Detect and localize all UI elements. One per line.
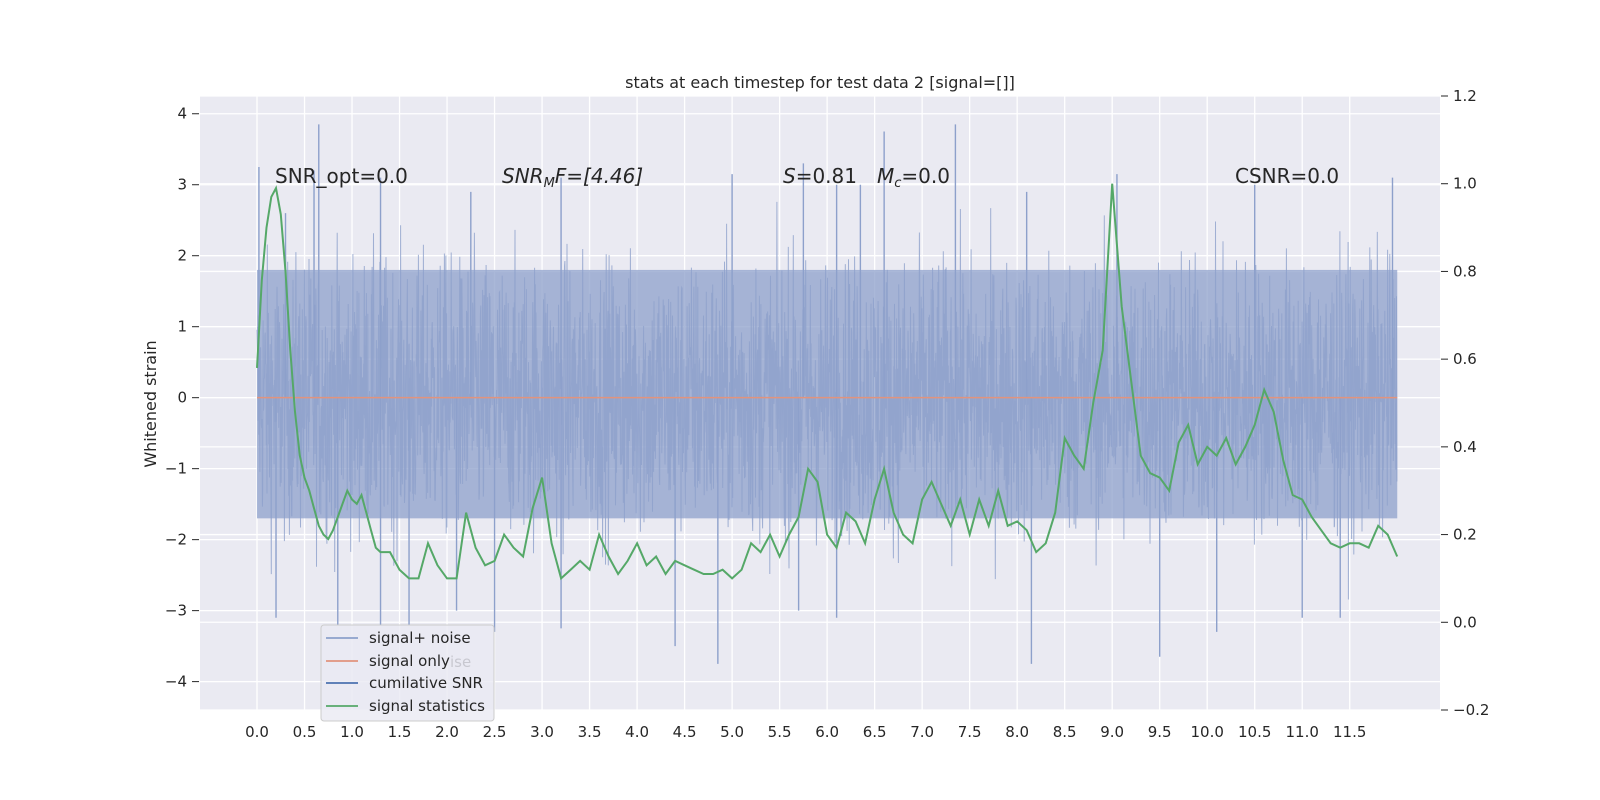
x-tick-label: 11.5 [1333,723,1366,741]
x-tick-label: 1.0 [340,723,364,741]
y-tick-label: −2 [165,531,187,549]
y2-axis-ticks: 1.2 1.0 0.8 0.6 0.4 0.2 0.0 −0.2 [1441,87,1489,719]
annotation-snr-opt: SNR_opt=0.0 [275,164,408,188]
chart-title: stats at each timestep for test data 2 [… [625,73,1015,92]
legend-ghost-text: ise [450,653,471,671]
y-tick-label: −1 [165,460,187,478]
y-tick-label: 4 [177,105,187,123]
signal-noise-band [257,269,1398,519]
y2-tick-label: 1.2 [1453,87,1477,105]
signal-statistics-line [256,183,1399,581]
legend-label-signal-noise: signal+ noise [369,629,471,647]
x-tick-label: 10.0 [1191,723,1224,741]
y-tick-label: 0 [177,389,187,407]
y2-tick-label: −0.2 [1453,701,1489,719]
annotation-mc: Mc=0.0 [877,164,950,191]
annotations: SNR_opt=0.0 SNRMF=[4.46] S=0.81 Mc=0.0 C… [275,164,1339,191]
y-tick-label: −4 [165,673,187,691]
x-axis-ticks: 0.0 0.5 1.0 1.5 2.0 2.5 3.0 3.5 4.0 4.5 5.0 5.5 6.0 6… [245,723,1366,741]
x-tick-label: 4.0 [625,723,649,741]
annotation-snr-mf: SNRMF=[4.46] [502,164,643,191]
annotation-csnr: CSNR=0.0 [1235,164,1339,188]
x-tick-label: 10.5 [1238,723,1271,741]
y2-tick-label: 0.2 [1453,526,1477,544]
x-tick-label: 11.0 [1286,723,1319,741]
x-tick-label: 3.5 [578,723,602,741]
x-tick-label: 8.0 [1005,723,1029,741]
y-tick-label: 3 [177,176,187,194]
legend: ise signal+ noise signal only cumilative… [320,624,495,722]
x-tick-label: 5.0 [720,723,744,741]
legend-label-signal-statistics: signal statistics [369,697,485,715]
x-tick-label: 9.5 [1148,723,1172,741]
y-axis-ticks: 4 3 2 1 0 −1 −2 −3 −4 [165,105,199,691]
x-tick-label: 6.5 [863,723,887,741]
signal-noise-series [256,124,1398,664]
y2-tick-label: 0.8 [1453,262,1477,280]
y2-tick-label: 0.6 [1453,350,1477,368]
x-tick-label: 2.5 [483,723,507,741]
y2-tick-label: 1.0 [1453,175,1477,193]
x-tick-label: 2.0 [435,723,459,741]
x-tick-label: 4.5 [673,723,697,741]
y-tick-label: 1 [177,318,187,336]
y-tick-label: 2 [177,247,187,265]
annotation-s: S=0.81 [783,164,857,188]
x-tick-label: 1.5 [388,723,412,741]
x-tick-label: 9.0 [1100,723,1124,741]
legend-box [320,624,495,722]
legend-label-signal-only: signal only [369,652,450,670]
y2-tick-label: 0.0 [1453,613,1477,631]
x-tick-label: 3.0 [530,723,554,741]
x-tick-label: 0.5 [293,723,317,741]
x-tick-label: 6.0 [815,723,839,741]
legend-label-cumulative-snr: cumilative SNR [369,674,483,692]
x-tick-label: 7.5 [958,723,982,741]
x-tick-label: 8.5 [1053,723,1077,741]
x-tick-label: 5.5 [768,723,792,741]
x-tick-label: 0.0 [245,723,269,741]
y2-tick-label: 0.4 [1453,438,1477,456]
x-tick-label: 7.0 [910,723,934,741]
y-axis-label: Whitened strain [141,340,160,467]
signal-statistics-series [256,183,1399,581]
y-tick-label: −3 [165,602,187,620]
